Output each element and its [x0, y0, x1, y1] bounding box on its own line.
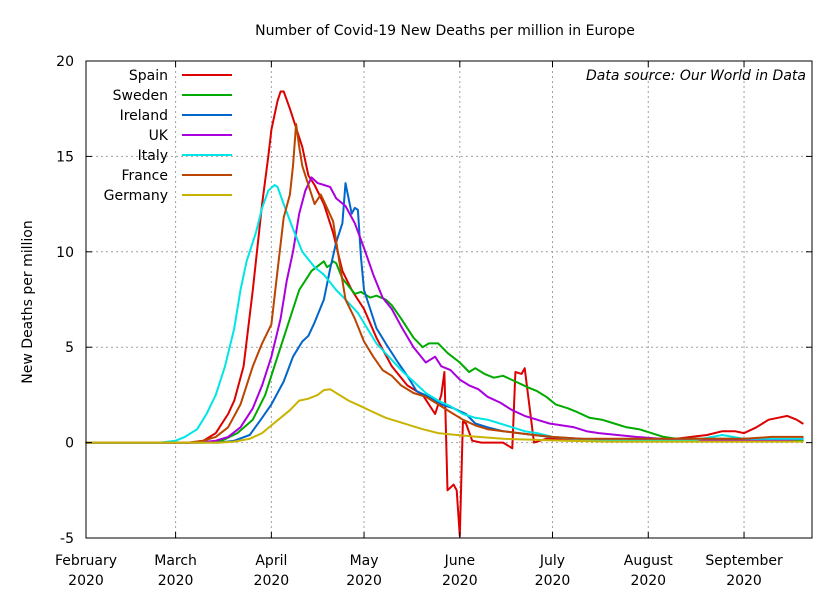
chart-title: Number of Covid-19 New Deaths per millio…	[255, 23, 635, 39]
legend-label-spain: Spain	[129, 68, 168, 84]
legend: Spain Sweden Ireland UK Italy France Germany	[104, 68, 232, 204]
x-tick-label-month: June	[444, 553, 476, 569]
y-tick-label: -5	[60, 531, 74, 547]
x-tick-label-month: July	[539, 553, 565, 569]
grid	[86, 61, 812, 538]
y-tick-label: 20	[56, 54, 74, 70]
x-tick-label-year: 2020	[346, 573, 382, 589]
series-line-uk	[85, 176, 804, 444]
data-source-annotation: Data source: Our World in Data	[586, 68, 806, 84]
legend-label-ireland: Ireland	[120, 108, 168, 124]
x-tick-label-year: 2020	[254, 573, 290, 589]
legend-label-uk: UK	[149, 128, 169, 144]
y-tick-label: 5	[65, 340, 74, 356]
y-tick-label: 15	[56, 149, 74, 165]
y-axis: -5 0 5 10 15 20	[56, 54, 812, 547]
x-tick-label-year: 2020	[158, 573, 194, 589]
plot-frame	[85, 60, 813, 539]
legend-label-sweden: Sweden	[113, 88, 168, 104]
series-line-france	[85, 123, 804, 444]
series-line-italy	[85, 184, 804, 444]
x-tick-label-month: May	[350, 553, 379, 569]
series-line-sweden	[85, 260, 804, 444]
x-tick-label-month: September	[705, 553, 783, 569]
plot-area	[85, 90, 804, 538]
x-axis: February 2020 March 2020 April 2020 May 2020 Jun…	[55, 61, 783, 589]
x-tick-label-year: 2020	[535, 573, 571, 589]
y-axis-title: New Deaths per million	[20, 220, 36, 383]
x-tick-label-month: April	[255, 553, 287, 569]
x-tick-label-year: 2020	[68, 573, 104, 589]
x-tick-label-month: February	[55, 553, 117, 569]
x-tick-label-month: March	[154, 553, 197, 569]
legend-label-france: France	[121, 168, 168, 184]
series-line-germany	[85, 388, 804, 444]
x-tick-label-year: 2020	[630, 573, 666, 589]
legend-label-italy: Italy	[138, 148, 168, 164]
x-tick-label-year: 2020	[726, 573, 762, 589]
x-tick-label-month: August	[624, 553, 674, 569]
y-tick-label: 0	[65, 436, 74, 452]
series-line-spain	[85, 90, 804, 538]
y-tick-label: 10	[56, 245, 74, 261]
x-tick-label-year: 2020	[442, 573, 478, 589]
legend-label-germany: Germany	[104, 188, 168, 204]
